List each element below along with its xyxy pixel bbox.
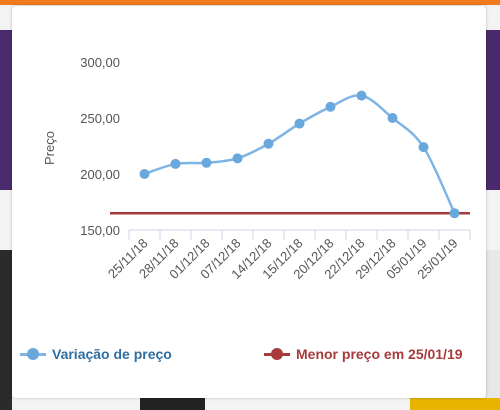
y-tick-label: 300,00 [80, 55, 120, 70]
price-history-card: 150,00 200,00 250,00 300,00 Preço 25/11/18 2… [12, 6, 486, 398]
legend-min-swatch [264, 348, 290, 360]
legend-series-swatch [20, 348, 46, 360]
background-strip-yellow [410, 398, 500, 410]
legend-item-lowest-price[interactable]: Menor preço em 25/01/19 [264, 346, 463, 362]
legend-item-price-variation[interactable]: Variação de preço [20, 346, 172, 362]
y-tick-label: 250,00 [80, 111, 120, 126]
y-tick-label: 150,00 [80, 223, 120, 238]
legend-min-label: Menor preço em 25/01/19 [296, 346, 463, 362]
background-strip-dark [140, 398, 205, 410]
price-point[interactable] [263, 138, 274, 149]
price-point[interactable] [449, 208, 460, 219]
y-tick-label: 200,00 [80, 167, 120, 182]
price-point[interactable] [294, 118, 305, 129]
y-axis-label: Preço [42, 131, 57, 165]
price-point[interactable] [170, 158, 181, 169]
price-point[interactable] [325, 101, 336, 112]
price-point[interactable] [387, 113, 398, 123]
price-point[interactable] [356, 90, 367, 101]
price-point[interactable] [232, 153, 243, 164]
top-accent-bar [0, 0, 500, 5]
background-panel-left [0, 250, 12, 410]
background-panel-right [486, 250, 500, 410]
price-point[interactable] [201, 157, 212, 168]
price-point[interactable] [418, 142, 429, 153]
price-variation-line [144, 94, 456, 214]
price-point[interactable] [139, 169, 150, 179]
legend-series-label: Variação de preço [52, 346, 172, 362]
